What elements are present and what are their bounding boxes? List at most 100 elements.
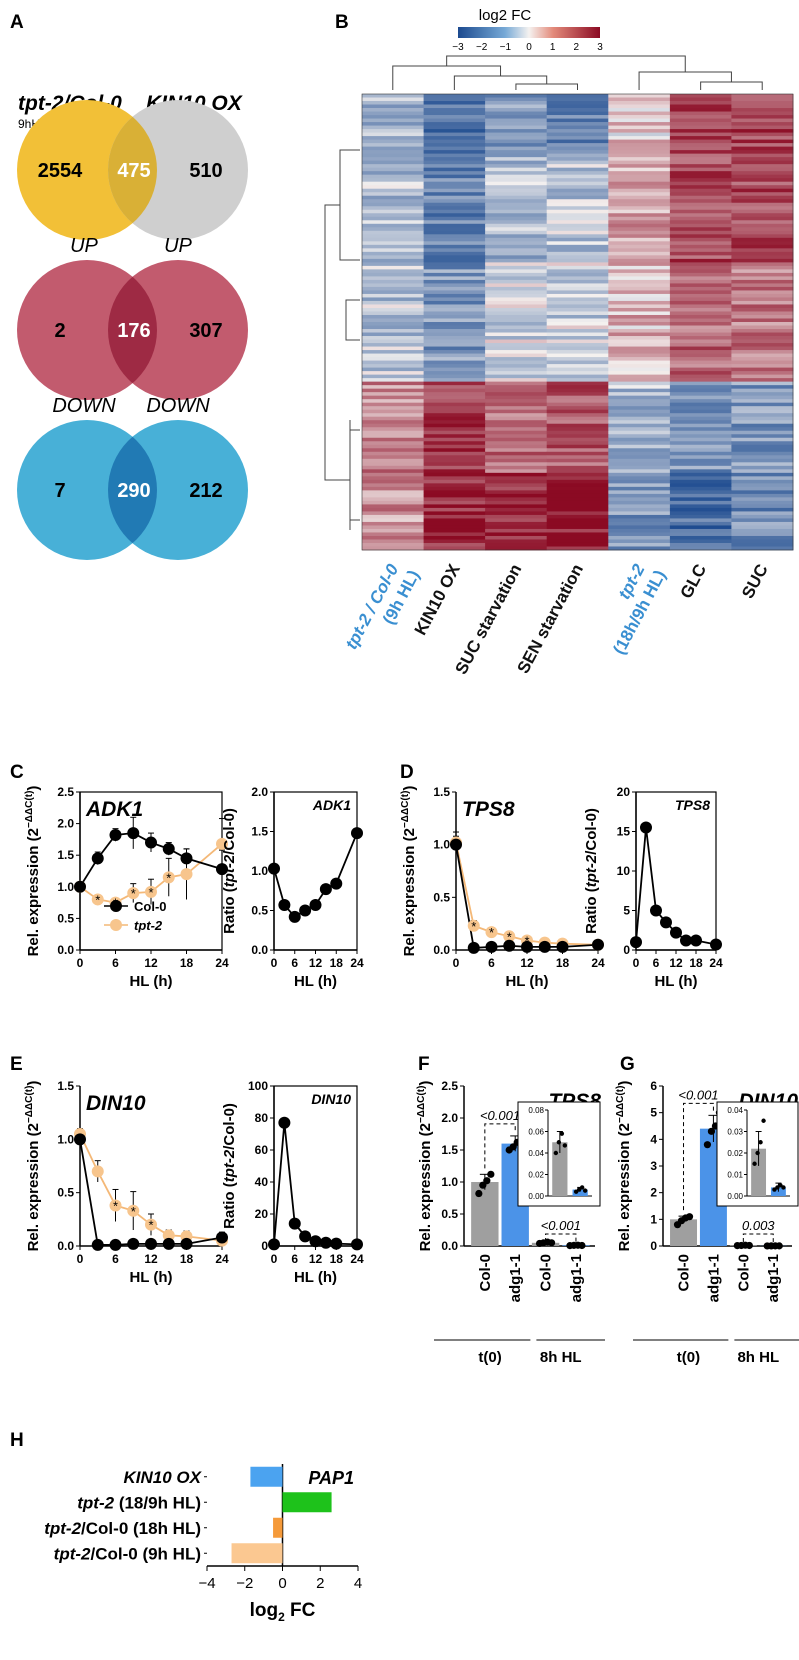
heatmap-cell [362, 272, 425, 277]
heatmap-cell [731, 353, 794, 358]
heatmap-cell [485, 542, 548, 547]
heatmap-cell [485, 171, 548, 176]
heatmap-cell [608, 532, 671, 537]
heatmap-cell [362, 108, 425, 112]
heatmap-cell [423, 465, 486, 470]
gene-title: TPS8 [675, 797, 710, 813]
heatmap-cell [423, 307, 486, 312]
heatmap-cell [485, 118, 548, 123]
heatmap-cell [731, 329, 794, 333]
heatmap-cell [485, 220, 548, 225]
heatmap-cell [731, 318, 794, 323]
y-tick-label: 0.0 [251, 943, 268, 957]
heatmap-cell [546, 539, 609, 544]
heatmap-cell [731, 532, 794, 537]
category-label: tpt-2/Col-0 (9h HL) [54, 1544, 201, 1563]
heatmap-cell [423, 304, 486, 309]
heatmap-cell [546, 479, 609, 484]
heatmap-cell [669, 336, 732, 340]
heatmap-cell [362, 423, 425, 428]
heatmap-cell [731, 441, 794, 446]
heatmap-cell [608, 434, 671, 439]
heatmap-cell [362, 206, 425, 211]
heatmap-cell [731, 181, 794, 186]
heatmap-cell [669, 153, 732, 158]
heatmap-cell [608, 314, 671, 319]
heatmap-cell [731, 388, 794, 393]
heatmap-cell [362, 493, 425, 498]
heatmap-cell [485, 108, 548, 112]
heatmap-cell [423, 223, 486, 228]
heatmap-cell [669, 542, 732, 547]
significance-star: * [95, 892, 100, 907]
heatmap-cell [608, 318, 671, 323]
heatmap-cell [423, 104, 486, 109]
heatmap-cell [731, 108, 794, 112]
heatmap-cell [669, 150, 732, 155]
heatmap-cell [485, 318, 548, 323]
heatmap-cell [731, 528, 794, 533]
heatmap-cell [362, 336, 425, 340]
heatmap-cell [731, 290, 794, 295]
x-category-label: Col-0 [735, 1254, 752, 1292]
heatmap-cell [669, 416, 732, 421]
heatmap-cell [731, 234, 794, 239]
heatmap-cell [608, 395, 671, 400]
heatmap-cell [423, 202, 486, 207]
heatmap-cell [608, 146, 671, 151]
heatmap-cell [669, 367, 732, 372]
heatmap-cell [731, 392, 794, 397]
x-category-label: Col-0 [477, 1254, 494, 1292]
heatmap-cell [485, 441, 548, 446]
heatmap-cell [362, 269, 425, 274]
heatmap-cell [731, 125, 794, 130]
heatmap-cell [423, 209, 486, 214]
heatmap-cell [362, 101, 425, 105]
data-point-Col-0 [162, 842, 175, 855]
heatmap-cell [423, 385, 486, 390]
heatmap-cell [362, 227, 425, 232]
y-tick-label: 3 [650, 1159, 657, 1173]
heatmap-cell [669, 251, 732, 256]
heatmap-cell [485, 497, 548, 502]
heatmap-cell [731, 129, 794, 133]
inset-point [559, 1131, 565, 1136]
heatmap-cell [731, 237, 794, 242]
heatmap-cell [485, 465, 548, 470]
heatmap-cell [546, 314, 609, 319]
heatmap-cell [731, 276, 794, 281]
heatmap-cell [423, 206, 486, 211]
heatmap-cell [485, 332, 548, 337]
heatmap-cell [546, 357, 609, 361]
y-axis-label: Ratio (tpt-2/Col-0) [221, 1103, 238, 1229]
heatmap-cell [731, 416, 794, 421]
venn-count-right: 212 [189, 480, 222, 502]
heatmap-cell [423, 237, 486, 242]
ratio-point [309, 1235, 322, 1248]
heatmap-cell [731, 535, 794, 540]
heatmap-cell [423, 97, 486, 102]
heatmap-cell [669, 458, 732, 463]
heatmap-cell [362, 444, 425, 449]
dendrogram-line [515, 83, 578, 90]
x-tick-label: 12 [669, 956, 683, 970]
heatmap-cell [731, 409, 794, 414]
heatmap-cell [423, 153, 486, 158]
x-tick-label: 24 [215, 1252, 229, 1266]
heatmap-cell [485, 101, 548, 105]
heatmap-cell [669, 265, 732, 270]
heatmap-cell [362, 104, 425, 109]
heatmap-cell [608, 490, 671, 495]
data-point-Col-0 [91, 852, 104, 865]
heatmap-cell [731, 385, 794, 390]
heatmap-cell [669, 286, 732, 291]
heatmap-cell [608, 160, 671, 165]
heatmap-cell [362, 94, 425, 98]
heatmap-cell [608, 216, 671, 221]
x-tick-label: 6 [291, 956, 298, 970]
heatmap-cell [669, 97, 732, 102]
heatmap-cell [362, 125, 425, 130]
heatmap-cell [423, 472, 486, 477]
bar [471, 1182, 499, 1246]
heatmap-cell [423, 234, 486, 239]
